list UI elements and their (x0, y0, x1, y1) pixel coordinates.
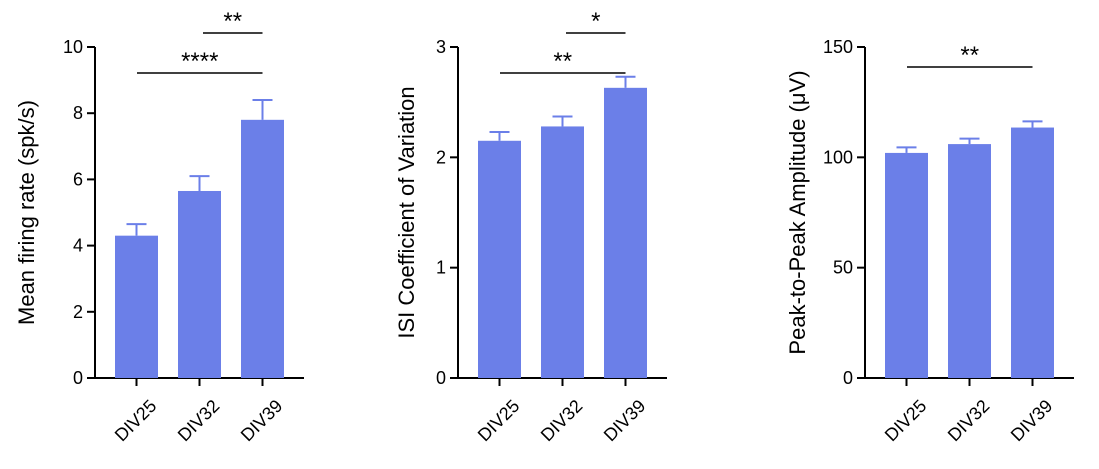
bar (885, 152, 928, 378)
y-tick-label: 0 (73, 368, 83, 388)
bar (178, 190, 221, 378)
bar (115, 235, 158, 378)
y-tick-label: 50 (833, 258, 853, 278)
chart-panel-1: 0 2 4 6 8 10 Mean firing rate (spk/s) DIV25 DIV3… (14, 8, 304, 445)
y-tick-label: 4 (73, 236, 83, 256)
x-tick-label: DIV39 (600, 396, 650, 446)
y-tick-label: 2 (73, 302, 83, 322)
significance-label: **** (181, 48, 218, 75)
bar (1011, 127, 1054, 378)
y-axis-label: Mean firing rate (spk/s) (14, 100, 39, 325)
y-tick-label: 0 (843, 368, 853, 388)
y-tick-label: 2 (436, 147, 446, 167)
y-tick-label: 150 (823, 37, 853, 57)
x-tick-label: DIV25 (474, 396, 524, 446)
y-tick-label: 3 (436, 37, 446, 57)
y-tick-label: 10 (63, 37, 83, 57)
y-axis-label: ISI Coefficient of Variation (394, 86, 419, 338)
y-tick-label: 8 (73, 103, 83, 123)
bar (948, 144, 991, 378)
x-tick-label: DIV32 (944, 396, 994, 446)
x-tick-label: DIV32 (174, 396, 224, 446)
chart-panel-3: 0 50 100 150 Peak-to-Peak Amplitude (μV) DIV2… (785, 37, 1074, 445)
y-axis-label: Peak-to-Peak Amplitude (μV) (785, 70, 810, 354)
significance-label: ** (960, 42, 979, 69)
x-tick-label: DIV32 (537, 396, 587, 446)
y-tick-label: 100 (823, 147, 853, 167)
significance-label: * (591, 8, 600, 35)
y-tick-label: 0 (436, 368, 446, 388)
y-tick-label: 1 (436, 258, 446, 278)
y-tick-label: 6 (73, 169, 83, 189)
bar (241, 119, 284, 378)
bar (541, 126, 584, 378)
significance-label: ** (553, 48, 572, 75)
significance-label: ** (223, 8, 242, 35)
x-tick-label: DIV39 (237, 396, 287, 446)
x-tick-label: DIV25 (111, 396, 161, 446)
x-tick-label: DIV39 (1007, 396, 1057, 446)
chart-panel-2: 0 1 2 3 ISI Coefficient of Variation DIV25 DIV… (394, 8, 667, 445)
bar (478, 140, 521, 378)
bar (604, 87, 647, 378)
x-tick-label: DIV25 (881, 396, 931, 446)
